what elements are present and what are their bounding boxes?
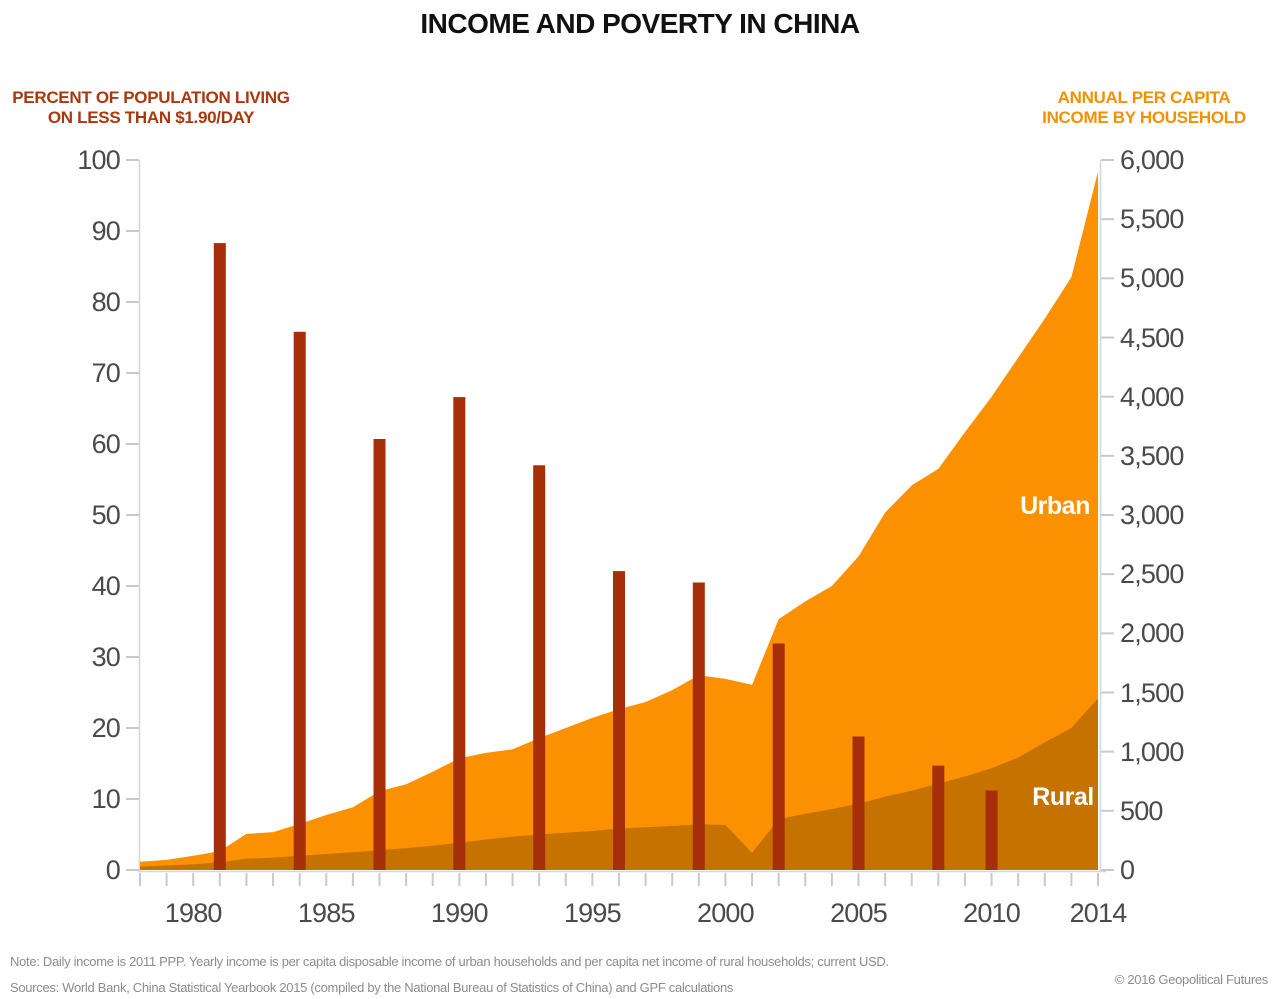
poverty-bar-1981	[213, 243, 226, 871]
poverty-bar-1996	[613, 571, 625, 870]
x-axis-tick-label: 2014	[1069, 898, 1128, 928]
left-axis-header-line2: ON LESS THAN $1.90/DAY	[47, 108, 255, 127]
right-axis-tick-label: 3,000	[1120, 500, 1184, 530]
footnote: Note: Daily income is 2011 PPP. Yearly i…	[10, 954, 889, 969]
left-axis-tick-label: 100	[77, 145, 120, 175]
right-axis-tick-label: 6,000	[1120, 145, 1184, 175]
x-axis-tick-label: 1990	[430, 898, 489, 928]
right-axis-tick-label: 0	[1120, 855, 1135, 885]
right-axis-tick-label: 3,500	[1120, 440, 1184, 471]
poverty-bar-1999	[692, 582, 705, 870]
left-axis-header: PERCENT OF POPULATION LIVING ON LESS THA…	[8, 88, 294, 128]
right-axis-tick-label: 5,500	[1120, 204, 1184, 235]
right-axis-tick-label: 2,000	[1120, 618, 1184, 649]
left-axis-tick-label: 40	[91, 571, 121, 601]
x-axis-tick-label: 2005	[830, 898, 888, 928]
right-axis-tick-label: 1,000	[1120, 736, 1184, 767]
x-axis-tick-label: 1980	[164, 898, 223, 928]
left-axis-tick-label: 0	[105, 855, 121, 885]
right-axis-header: ANNUAL PER CAPITA INCOME BY HOUSEHOLD	[1038, 88, 1250, 128]
urban-income-area	[140, 171, 1098, 871]
poverty-bar-2008	[932, 765, 945, 870]
copyright-note: © 2016 Geopolitical Futures	[1114, 972, 1269, 987]
poverty-bar-2005	[852, 736, 865, 870]
left-axis-tick-label: 20	[91, 713, 121, 743]
urban-area-label: Urban	[1020, 492, 1090, 520]
right-axis-tick-label: 4,500	[1120, 322, 1184, 353]
left-axis-tick-label: 60	[91, 429, 121, 459]
right-axis-header-line1: ANNUAL PER CAPITA	[1057, 88, 1231, 107]
poverty-bar-1993	[533, 465, 546, 870]
right-axis-tick-label: 1,500	[1120, 677, 1184, 708]
left-axis-tick-label: 80	[91, 287, 121, 317]
right-axis-tick-label: 2,500	[1120, 559, 1184, 590]
page-title: INCOME AND POVERTY IN CHINA	[420, 8, 860, 39]
right-axis-tick-label: 5,000	[1120, 263, 1184, 294]
left-axis-tick-label: 30	[91, 642, 121, 672]
x-axis-tick-label: 1995	[563, 898, 622, 928]
poverty-bar-1984	[293, 331, 306, 870]
rural-area-label: Rural	[1032, 783, 1094, 811]
poverty-bar-1990	[453, 397, 466, 870]
right-axis-header-line2: INCOME BY HOUSEHOLD	[1042, 108, 1246, 127]
left-axis-tick-label: 50	[91, 500, 121, 530]
right-axis-tick-label: 4,000	[1120, 381, 1184, 412]
left-axis-tick-label: 10	[91, 784, 121, 814]
sources-note: Sources: World Bank, China Statistical Y…	[10, 980, 734, 995]
poverty-bar-1987	[373, 439, 386, 870]
right-axis-tick-label: 500	[1120, 795, 1163, 826]
left-axis-tick-label: 90	[91, 216, 121, 246]
x-axis-tick-label: 1985	[297, 898, 356, 928]
left-axis-tick-label: 70	[91, 358, 121, 388]
left-axis-header-line1: PERCENT OF POPULATION LIVING	[12, 88, 290, 107]
x-axis-tick-label: 2000	[697, 898, 755, 928]
poverty-bar-2002	[772, 643, 785, 870]
x-axis-tick-label: 2010	[963, 898, 1021, 928]
poverty-bar-2010	[985, 790, 998, 870]
